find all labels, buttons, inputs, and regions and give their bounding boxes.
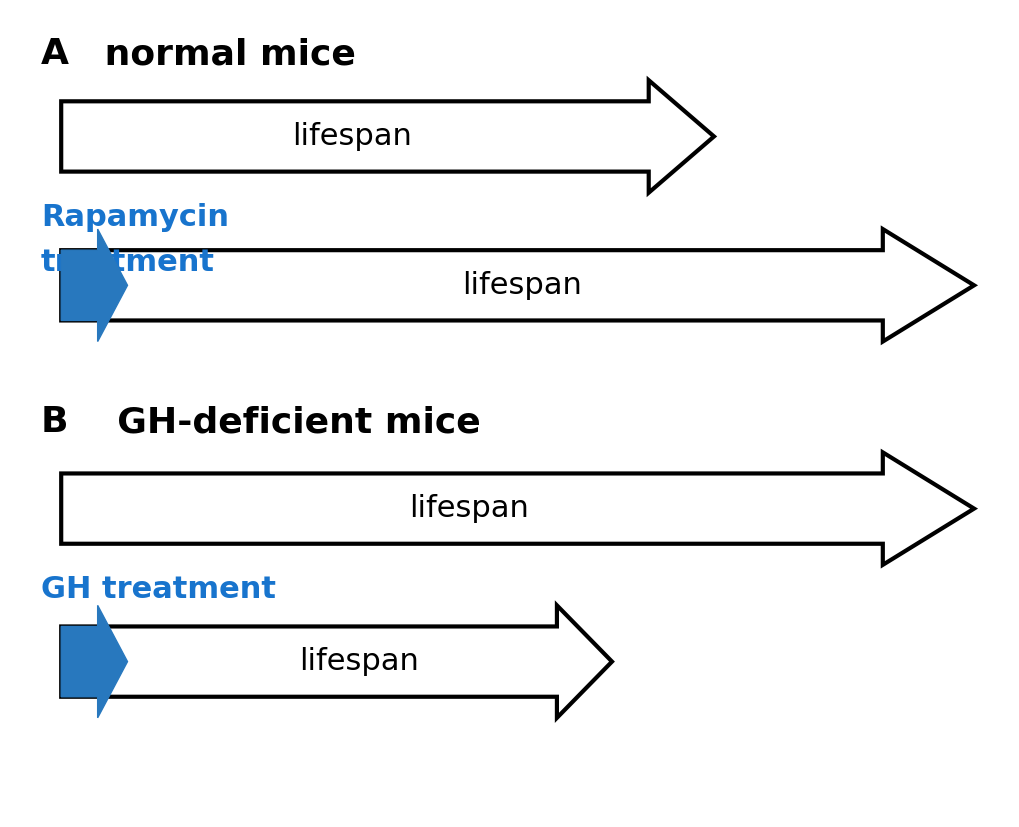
Text: GH-deficient mice: GH-deficient mice (92, 405, 480, 439)
Polygon shape (61, 452, 973, 565)
Text: GH treatment: GH treatment (41, 575, 275, 604)
Text: Rapamycin: Rapamycin (41, 203, 228, 232)
Text: treatment: treatment (41, 248, 215, 277)
Polygon shape (61, 605, 127, 718)
Polygon shape (61, 229, 973, 342)
Text: lifespan: lifespan (291, 122, 412, 151)
Text: A: A (41, 37, 68, 71)
Text: B: B (41, 405, 68, 439)
Polygon shape (61, 605, 611, 718)
Polygon shape (61, 80, 713, 193)
Polygon shape (61, 229, 127, 342)
Text: lifespan: lifespan (300, 647, 419, 676)
Text: normal mice: normal mice (92, 37, 356, 71)
Text: lifespan: lifespan (409, 494, 529, 523)
Text: lifespan: lifespan (462, 270, 582, 300)
